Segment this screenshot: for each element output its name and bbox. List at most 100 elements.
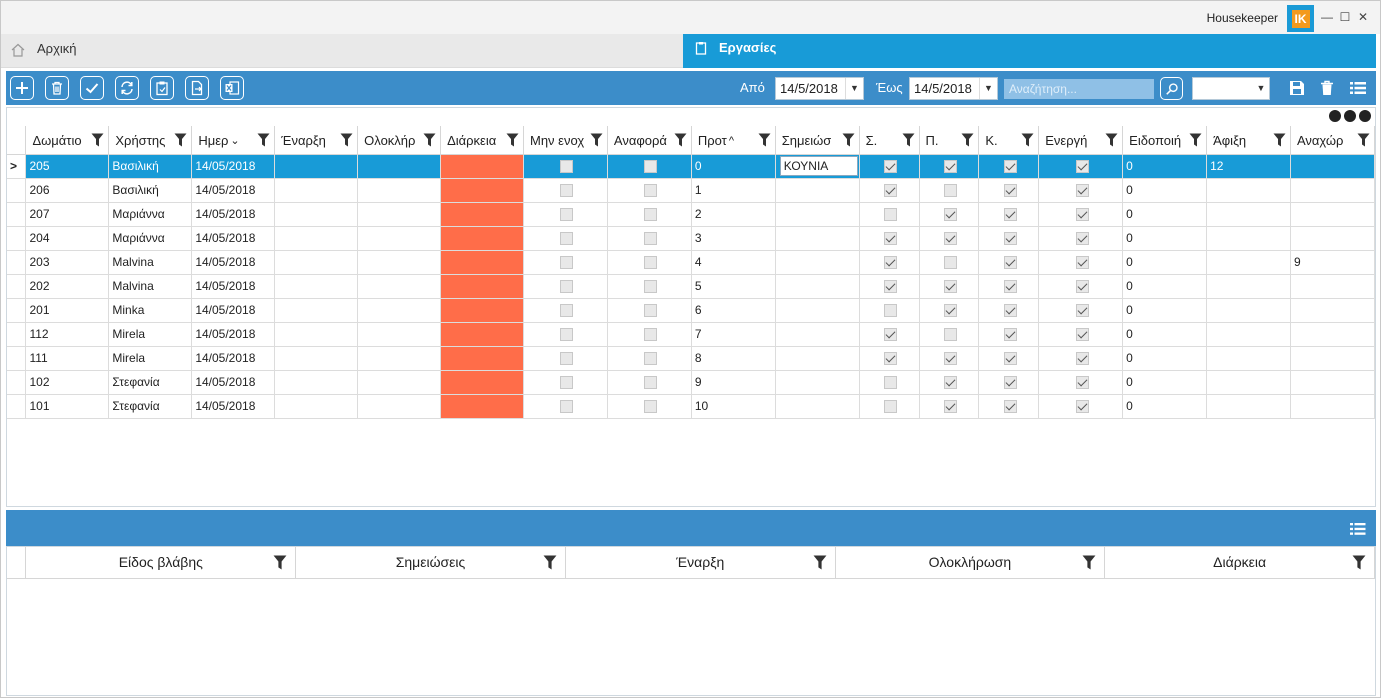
- filter-icon[interactable]: [590, 133, 603, 147]
- cell-report[interactable]: [607, 322, 692, 347]
- filter-icon[interactable]: [1352, 555, 1366, 570]
- checkbox[interactable]: [560, 304, 574, 318]
- checkbox[interactable]: [560, 184, 574, 198]
- cell-notes[interactable]: [775, 394, 860, 419]
- checkbox[interactable]: [560, 280, 574, 294]
- cell-s[interactable]: [859, 154, 920, 179]
- filter-icon[interactable]: [273, 555, 287, 570]
- refresh-button[interactable]: [115, 76, 139, 100]
- checkbox[interactable]: [884, 184, 898, 198]
- cell-duration[interactable]: [440, 202, 524, 227]
- cell-start[interactable]: [274, 394, 359, 419]
- cell-notes[interactable]: [775, 274, 860, 299]
- cell-prio[interactable]: 8: [691, 346, 776, 371]
- cell-room[interactable]: 205: [25, 154, 110, 179]
- cell-departure[interactable]: [1290, 226, 1376, 251]
- search-button[interactable]: [1160, 77, 1183, 100]
- table-row[interactable]: 111 Mirela 14/05/2018 8 0: [7, 346, 1376, 371]
- cell-departure[interactable]: [1290, 370, 1376, 395]
- layout-select[interactable]: ▼: [1192, 77, 1270, 100]
- cell-date[interactable]: 14/05/2018: [191, 298, 276, 323]
- sort-descending-icon[interactable]: ⌄: [230, 134, 240, 147]
- close-button[interactable]: ✕: [1357, 10, 1369, 24]
- checkbox[interactable]: [644, 280, 658, 294]
- cell-s[interactable]: [859, 250, 920, 275]
- cell-arrival[interactable]: [1206, 274, 1291, 299]
- filter-icon[interactable]: [543, 555, 557, 570]
- cell-start[interactable]: [274, 370, 359, 395]
- cell-s[interactable]: [859, 298, 920, 323]
- table-row[interactable]: 101 Στεφανία 14/05/2018 10 0: [7, 394, 1376, 419]
- checkbox[interactable]: [1003, 280, 1017, 294]
- cell-date[interactable]: 14/05/2018: [191, 202, 276, 227]
- table-row[interactable]: 204 Μαριάννα 14/05/2018 3 0: [7, 226, 1376, 251]
- cell-k[interactable]: [978, 370, 1040, 395]
- cell-s[interactable]: [859, 178, 920, 203]
- table-row[interactable]: 112 Mirela 14/05/2018 7 0: [7, 322, 1376, 347]
- column-header-departure[interactable]: Αναχώρ: [1290, 126, 1376, 155]
- cell-active[interactable]: [1038, 178, 1124, 203]
- cell-notes[interactable]: [775, 322, 860, 347]
- cell-room[interactable]: 101: [25, 394, 110, 419]
- checkbox[interactable]: [644, 304, 658, 318]
- cell-dnd[interactable]: [523, 322, 608, 347]
- cell-prio[interactable]: 2: [691, 202, 776, 227]
- cell-end[interactable]: [357, 298, 442, 323]
- cell-s[interactable]: [859, 346, 920, 371]
- cell-start[interactable]: [274, 202, 359, 227]
- cell-prio[interactable]: 6: [691, 298, 776, 323]
- cell-room[interactable]: 111: [25, 346, 110, 371]
- checkbox[interactable]: [1003, 232, 1017, 246]
- cell-s[interactable]: [859, 322, 920, 347]
- cell-start[interactable]: [274, 226, 359, 251]
- cell-end[interactable]: [357, 202, 442, 227]
- cell-k[interactable]: [978, 250, 1040, 275]
- table-row[interactable]: 206 Βασιλική 14/05/2018 1 0: [7, 178, 1376, 203]
- column-header-active[interactable]: Ενεργή: [1038, 126, 1124, 155]
- cell-start[interactable]: [274, 250, 359, 275]
- cell-dnd[interactable]: [523, 202, 608, 227]
- filter-icon[interactable]: [961, 133, 974, 147]
- checkbox[interactable]: [644, 184, 658, 198]
- cell-report[interactable]: [607, 370, 692, 395]
- cell-arrival[interactable]: [1206, 322, 1291, 347]
- column-header-damage-type[interactable]: Είδος βλάβης: [25, 547, 297, 579]
- checkbox[interactable]: [884, 328, 898, 342]
- cell-date[interactable]: 14/05/2018: [191, 370, 276, 395]
- cell-user[interactable]: Malvina: [108, 250, 193, 275]
- checkbox[interactable]: [1075, 184, 1089, 198]
- cell-prio[interactable]: 0: [691, 154, 776, 179]
- checkbox[interactable]: [560, 256, 574, 270]
- cell-arrival[interactable]: [1206, 370, 1291, 395]
- cell-notify[interactable]: 0: [1122, 346, 1208, 371]
- confirm-button[interactable]: [80, 76, 104, 100]
- cell-p[interactable]: [919, 394, 980, 419]
- cell-end[interactable]: [357, 250, 442, 275]
- filter-icon[interactable]: [423, 133, 436, 147]
- maximize-button[interactable]: ☐: [1339, 10, 1351, 24]
- cell-prio[interactable]: 4: [691, 250, 776, 275]
- column-header-start[interactable]: Έναρξη: [274, 126, 359, 155]
- cell-active[interactable]: [1038, 370, 1124, 395]
- cell-notes[interactable]: [775, 370, 860, 395]
- filter-icon[interactable]: [506, 133, 519, 147]
- cell-departure[interactable]: 9: [1290, 250, 1376, 275]
- save-icon[interactable]: [1288, 79, 1306, 97]
- cell-notes[interactable]: [775, 226, 860, 251]
- checkbox[interactable]: [943, 160, 957, 174]
- cell-room[interactable]: 206: [25, 178, 110, 203]
- checkbox[interactable]: [560, 328, 574, 342]
- filter-icon[interactable]: [257, 133, 270, 147]
- sort-ascending-icon[interactable]: ^: [728, 134, 734, 147]
- minimize-button[interactable]: —: [1321, 10, 1333, 24]
- cell-room[interactable]: 201: [25, 298, 110, 323]
- checkbox[interactable]: [1075, 208, 1089, 222]
- table-row[interactable]: 202 Malvina 14/05/2018 5 0: [7, 274, 1376, 299]
- table-row[interactable]: 102 Στεφανία 14/05/2018 9 0: [7, 370, 1376, 395]
- checkbox[interactable]: [943, 352, 957, 366]
- cell-end[interactable]: [357, 274, 442, 299]
- cell-prio[interactable]: 5: [691, 274, 776, 299]
- checkbox[interactable]: [644, 232, 658, 246]
- checkbox[interactable]: [884, 160, 898, 174]
- cell-notify[interactable]: 0: [1122, 370, 1208, 395]
